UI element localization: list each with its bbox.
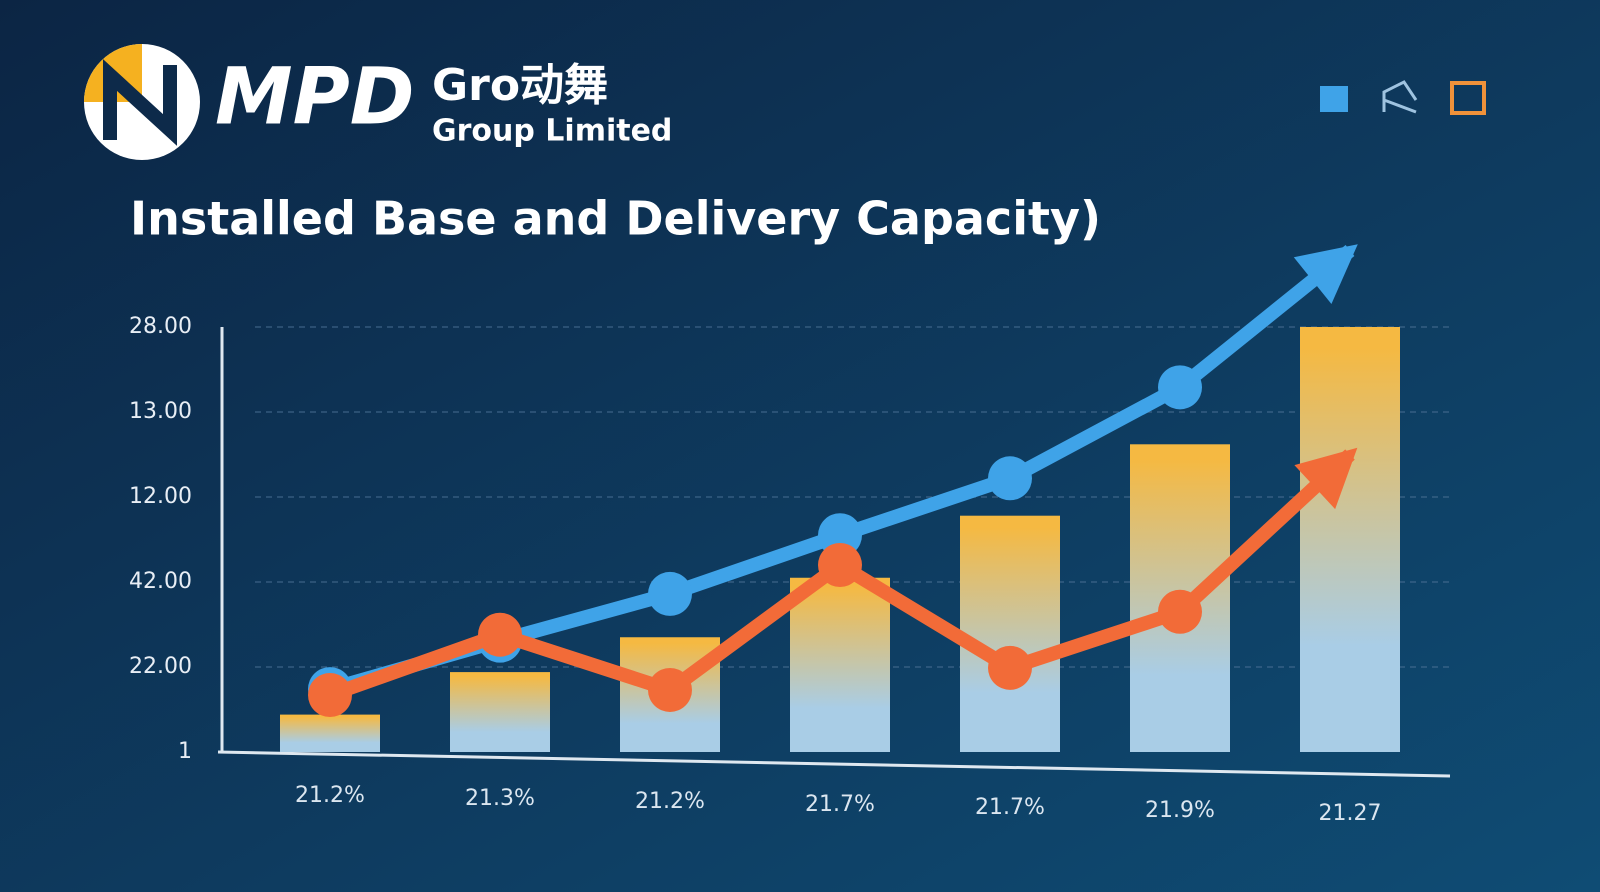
x-tick-label: 21.7% xyxy=(805,792,875,817)
bar xyxy=(960,515,1060,752)
x-tick-label: 21.2% xyxy=(295,783,365,808)
x-tick-label: 21.9% xyxy=(1145,798,1215,823)
line-point xyxy=(648,667,692,712)
line-point xyxy=(1158,365,1202,410)
x-tick-label: 21.2% xyxy=(635,789,705,814)
company-subname: Group Limited xyxy=(432,114,672,149)
y-tick-label: 28.00 xyxy=(129,314,192,339)
line-point xyxy=(988,456,1032,501)
bar xyxy=(450,672,550,752)
y-tick-label: 12.00 xyxy=(129,484,192,509)
bar xyxy=(280,714,380,752)
icon[interactable] xyxy=(1320,86,1348,112)
bar xyxy=(1300,327,1400,752)
x-tick-label: 21.3% xyxy=(465,786,535,811)
company-name: Gro动舞 xyxy=(432,60,608,111)
line-point xyxy=(648,571,692,616)
toolbar-icons xyxy=(1320,80,1486,115)
y-tick-label: 42.00 xyxy=(129,569,192,594)
line-point xyxy=(818,543,862,587)
icon[interactable] xyxy=(1382,80,1418,114)
x-axis xyxy=(217,750,1451,778)
line-point xyxy=(1158,589,1202,634)
line-point xyxy=(308,673,352,718)
line-point xyxy=(988,645,1032,690)
icon[interactable] xyxy=(1450,81,1486,115)
y-tick-label: 13.00 xyxy=(129,399,192,424)
logo-icon xyxy=(84,44,200,160)
arrow-head xyxy=(1293,244,1358,304)
logo-text: MPD xyxy=(215,52,415,142)
x-tick-label: 21.7% xyxy=(975,795,1045,820)
y-tick-label: 1 xyxy=(178,739,192,764)
bar xyxy=(790,577,890,752)
arrow-head xyxy=(1294,447,1358,510)
chart-title: Installed Base and Delivery Capacity) xyxy=(130,192,1101,246)
line-point xyxy=(478,612,522,657)
y-tick-label: 22.00 xyxy=(129,654,192,679)
x-tick-label: 21.27 xyxy=(1319,801,1382,826)
